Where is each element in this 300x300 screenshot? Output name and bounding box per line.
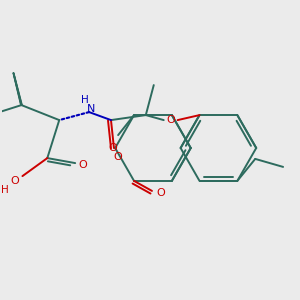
Text: H: H — [81, 95, 89, 105]
Text: O: O — [10, 176, 19, 186]
Text: O: O — [79, 160, 88, 170]
Text: N: N — [87, 104, 95, 114]
Text: H: H — [1, 185, 8, 195]
Text: O: O — [166, 115, 175, 125]
Text: O: O — [109, 143, 118, 153]
Text: O: O — [114, 152, 122, 162]
Text: O: O — [157, 188, 165, 198]
